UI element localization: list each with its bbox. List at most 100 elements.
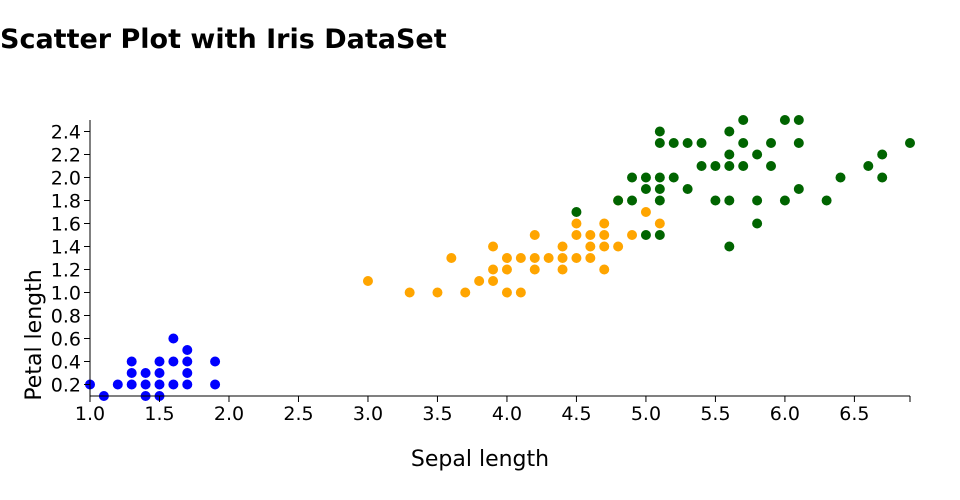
- data-point: [724, 195, 735, 206]
- data-point: [738, 161, 749, 171]
- x-tick-label: 4.0: [492, 403, 522, 425]
- data-point: [613, 195, 624, 206]
- series-0: [85, 333, 221, 401]
- data-point: [640, 230, 651, 240]
- data-point: [613, 241, 624, 252]
- data-point: [779, 115, 790, 125]
- data-point: [821, 195, 832, 206]
- data-point: [501, 287, 512, 298]
- data-point: [779, 195, 790, 206]
- data-point: [529, 253, 540, 263]
- data-point: [154, 368, 165, 378]
- data-point: [710, 195, 721, 206]
- data-point: [557, 253, 568, 263]
- data-point: [126, 368, 137, 378]
- y-tick-label: 0.4: [51, 352, 81, 374]
- data-point: [501, 253, 512, 263]
- data-point: [571, 218, 582, 229]
- data-point: [682, 184, 693, 194]
- data-point: [654, 218, 665, 229]
- x-tick-label: 5.5: [700, 403, 730, 425]
- data-point: [877, 149, 888, 160]
- data-point: [654, 195, 665, 206]
- data-point: [682, 138, 693, 148]
- y-tick-label: 2.2: [51, 145, 81, 167]
- data-point: [877, 172, 888, 183]
- y-tick-label: 1.6: [51, 214, 81, 236]
- data-point: [752, 195, 763, 206]
- data-point: [557, 241, 568, 252]
- data-point: [210, 356, 221, 367]
- data-point: [140, 368, 151, 378]
- x-tick-label: 1.5: [144, 403, 174, 425]
- data-point: [126, 356, 137, 367]
- data-point: [793, 115, 804, 125]
- data-point: [404, 287, 415, 298]
- data-point: [724, 149, 735, 160]
- data-point: [668, 172, 679, 183]
- data-point: [724, 126, 735, 137]
- data-point: [640, 172, 651, 183]
- x-tick-label: 5.0: [631, 403, 661, 425]
- data-point: [182, 379, 193, 390]
- data-point: [168, 379, 179, 390]
- x-tick-label: 3.5: [422, 403, 452, 425]
- x-tick-label: 3.0: [353, 403, 383, 425]
- data-point: [571, 230, 582, 240]
- data-point: [654, 184, 665, 194]
- x-axis-label: Sepal length: [411, 447, 549, 472]
- data-point: [446, 253, 457, 263]
- data-point: [654, 126, 665, 137]
- data-point: [863, 161, 874, 171]
- data-point: [640, 184, 651, 194]
- data-point: [654, 172, 665, 183]
- y-tick-label: 2.4: [51, 122, 81, 144]
- data-point: [724, 161, 735, 171]
- data-point: [432, 287, 443, 298]
- data-point: [599, 264, 610, 275]
- points-layer: [85, 115, 915, 401]
- data-point: [168, 356, 179, 367]
- data-point: [599, 218, 610, 229]
- series-2: [571, 115, 915, 252]
- data-point: [766, 161, 777, 171]
- data-point: [668, 138, 679, 148]
- y-tick-label: 0.2: [51, 375, 81, 397]
- y-tick-label: 1.2: [51, 260, 81, 282]
- data-point: [182, 345, 193, 355]
- data-point: [571, 207, 582, 217]
- data-point: [529, 264, 540, 275]
- data-point: [724, 241, 735, 252]
- axes-layer: 1.0 1.5 2.0 2.5 3.0 3.5 4.0 4.5 5.0 5.5 6.0 6.5 0.2…: [51, 120, 911, 425]
- data-point: [640, 207, 651, 217]
- y-tick-label: 1.0: [51, 283, 81, 305]
- data-point: [154, 356, 165, 367]
- data-point: [599, 230, 610, 240]
- x-tick-label: 4.5: [561, 403, 591, 425]
- data-point: [515, 287, 526, 298]
- x-tick-label: 6.5: [839, 403, 869, 425]
- data-point: [154, 379, 165, 390]
- data-point: [793, 184, 804, 194]
- y-tick-label: 1.8: [51, 191, 81, 213]
- data-point: [140, 379, 151, 390]
- y-tick-label: 0.8: [51, 306, 81, 328]
- data-point: [126, 379, 137, 390]
- data-point: [835, 172, 846, 183]
- data-point: [585, 241, 596, 252]
- data-point: [793, 138, 804, 148]
- y-axis-ticks: 0.20.40.60.81.01.21.41.61.82.02.22.4: [51, 122, 90, 397]
- data-point: [905, 138, 915, 148]
- data-point: [752, 149, 763, 160]
- x-tick-label: 6.0: [770, 403, 800, 425]
- data-point: [488, 241, 499, 252]
- y-tick-label: 0.6: [51, 329, 81, 351]
- data-point: [557, 264, 568, 275]
- data-point: [168, 333, 179, 344]
- data-point: [654, 138, 665, 148]
- data-point: [182, 356, 193, 367]
- data-point: [752, 218, 763, 229]
- data-point: [571, 253, 582, 263]
- data-point: [501, 264, 512, 275]
